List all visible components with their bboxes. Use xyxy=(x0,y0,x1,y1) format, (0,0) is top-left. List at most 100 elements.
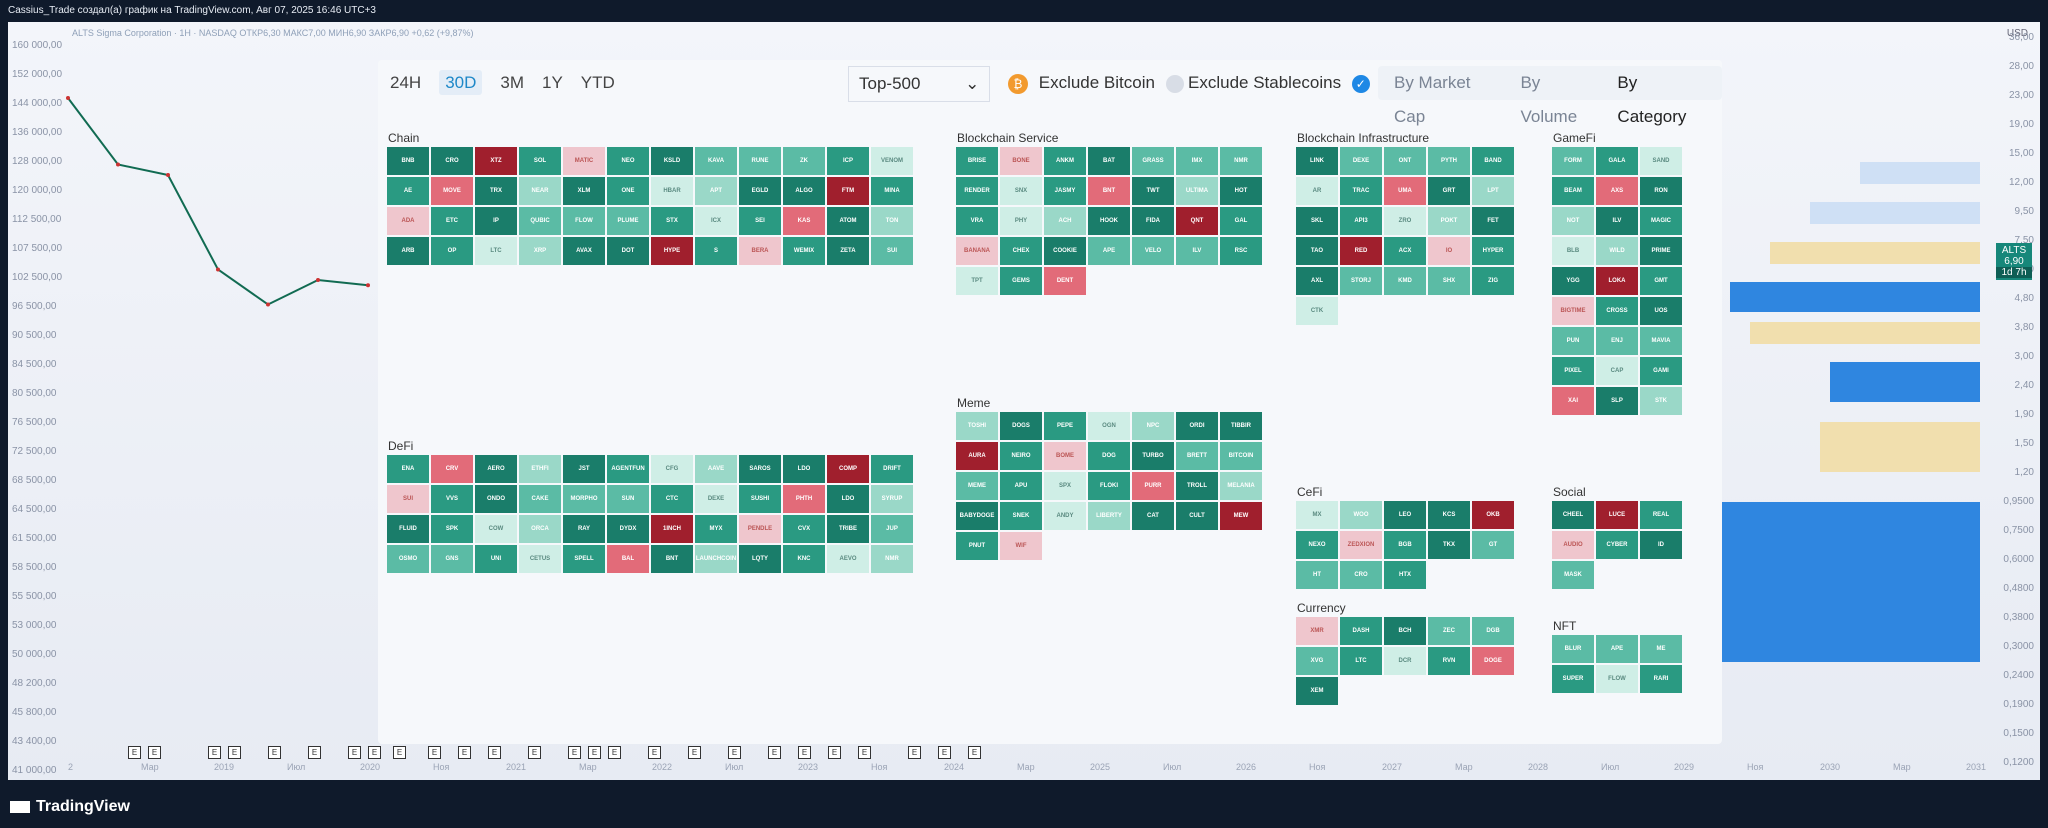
coin-tile[interactable]: ADA xyxy=(387,207,429,235)
coin-tile[interactable]: TURBO xyxy=(1132,442,1174,470)
coin-tile[interactable]: IO xyxy=(1428,237,1470,265)
coin-tile[interactable]: TWT xyxy=(1132,177,1174,205)
coin-tile[interactable]: OGN xyxy=(1088,412,1130,440)
coin-tile[interactable]: RUNE xyxy=(739,147,781,175)
coin-tile[interactable]: TRIBE xyxy=(827,515,869,543)
coin-tile[interactable]: ZETA xyxy=(827,237,869,265)
event-marker[interactable]: E xyxy=(268,746,281,759)
universe-select[interactable]: Top-500 ⌄ xyxy=(848,66,991,102)
timeframe-24h[interactable]: 24H xyxy=(390,73,422,92)
coin-tile[interactable]: MEME xyxy=(956,472,998,500)
coin-tile[interactable]: BLUR xyxy=(1552,635,1594,663)
coin-tile[interactable]: TIBBIR xyxy=(1220,412,1262,440)
coin-tile[interactable]: BAL xyxy=(607,545,649,573)
coin-tile[interactable]: MATIC xyxy=(563,147,605,175)
coin-tile[interactable]: ONT xyxy=(1384,147,1426,175)
coin-tile[interactable]: NPC xyxy=(1132,412,1174,440)
coin-tile[interactable]: FLOW xyxy=(1596,665,1638,693)
event-marker[interactable]: E xyxy=(648,746,661,759)
coin-tile[interactable]: BNB xyxy=(387,147,429,175)
event-marker[interactable]: E xyxy=(458,746,471,759)
coin-tile[interactable]: UOS xyxy=(1640,297,1682,325)
coin-tile[interactable]: LPT xyxy=(1472,177,1514,205)
coin-tile[interactable]: ETC xyxy=(431,207,473,235)
coin-tile[interactable]: SHX xyxy=(1428,267,1470,295)
coin-tile[interactable]: DOG xyxy=(1088,442,1130,470)
coin-tile[interactable]: PNUT xyxy=(956,532,998,560)
coin-tile[interactable]: STORJ xyxy=(1340,267,1382,295)
coin-tile[interactable]: CTK xyxy=(1296,297,1338,325)
coin-tile[interactable]: ATOM xyxy=(827,207,869,235)
coin-tile[interactable]: AURA xyxy=(956,442,998,470)
event-marker[interactable]: E xyxy=(938,746,951,759)
coin-tile[interactable]: WEMIX xyxy=(783,237,825,265)
coin-tile[interactable]: RENDER xyxy=(956,177,998,205)
coin-tile[interactable]: AVAX xyxy=(563,237,605,265)
coin-tile[interactable]: STX xyxy=(651,207,693,235)
coin-tile[interactable]: DYDX xyxy=(607,515,649,543)
view-by-market-cap[interactable]: By Market Cap xyxy=(1394,73,1471,126)
coin-tile[interactable]: CFG xyxy=(651,455,693,483)
coin-tile[interactable]: WIF xyxy=(1000,532,1042,560)
coin-tile[interactable]: COW xyxy=(475,515,517,543)
coin-tile[interactable]: NEAR xyxy=(519,177,561,205)
crypto-heatmap-panel[interactable]: 24H 30D 3M 1Y YTD Top-500 ⌄ ₿ Exclude Bitcoi… xyxy=(378,60,1722,744)
coin-tile[interactable]: S xyxy=(695,237,737,265)
coin-tile[interactable]: ID xyxy=(1640,531,1682,559)
coin-tile[interactable]: ZRO xyxy=(1384,207,1426,235)
coin-tile[interactable]: LUCE xyxy=(1596,501,1638,529)
coin-tile[interactable]: SNEK xyxy=(1000,502,1042,530)
coin-tile[interactable]: AERO xyxy=(475,455,517,483)
coin-tile[interactable]: SUI xyxy=(871,237,913,265)
timeframe-3m[interactable]: 3M xyxy=(500,73,524,92)
coin-tile[interactable]: BIGTIME xyxy=(1552,297,1594,325)
coin-tile[interactable]: DEXE xyxy=(1340,147,1382,175)
coin-tile[interactable]: YGG xyxy=(1552,267,1594,295)
coin-tile[interactable]: HT xyxy=(1296,561,1338,589)
event-marker[interactable]: E xyxy=(588,746,601,759)
coin-tile[interactable]: SYRUP xyxy=(871,485,913,513)
coin-tile[interactable]: KSLD xyxy=(651,147,693,175)
coin-tile[interactable]: LAUNCHCOIN xyxy=(695,545,737,573)
coin-tile[interactable]: RED xyxy=(1340,237,1382,265)
coin-tile[interactable]: GT xyxy=(1472,531,1514,559)
event-marker[interactable]: E xyxy=(228,746,241,759)
coin-tile[interactable]: MELANIA xyxy=(1220,472,1262,500)
coin-tile[interactable]: BAND xyxy=(1472,147,1514,175)
coin-tile[interactable]: ETHFI xyxy=(519,455,561,483)
event-marker[interactable]: E xyxy=(968,746,981,759)
coin-tile[interactable]: SUI xyxy=(387,485,429,513)
coin-tile[interactable]: COOKIE xyxy=(1044,237,1086,265)
coin-tile[interactable]: DEXE xyxy=(695,485,737,513)
coin-tile[interactable]: BEAM xyxy=(1552,177,1594,205)
coin-tile[interactable]: DOT xyxy=(607,237,649,265)
coin-tile[interactable]: SAROS xyxy=(739,455,781,483)
coin-tile[interactable]: CROSS xyxy=(1596,297,1638,325)
coin-tile[interactable]: DENT xyxy=(1044,267,1086,295)
coin-tile[interactable]: FLOW xyxy=(563,207,605,235)
coin-tile[interactable]: CAT xyxy=(1132,502,1174,530)
coin-tile[interactable]: DASH xyxy=(1340,617,1382,645)
coin-tile[interactable]: SEI xyxy=(739,207,781,235)
coin-tile[interactable]: PURR xyxy=(1132,472,1174,500)
coin-tile[interactable]: JST xyxy=(563,455,605,483)
coin-tile[interactable]: AXS xyxy=(1596,177,1638,205)
coin-tile[interactable]: RVN xyxy=(1428,647,1470,675)
coin-tile[interactable]: QUBIC xyxy=(519,207,561,235)
event-marker[interactable]: E xyxy=(308,746,321,759)
coin-tile[interactable]: BGB xyxy=(1384,531,1426,559)
coin-tile[interactable]: BAT xyxy=(1088,147,1130,175)
coin-tile[interactable]: NEIRO xyxy=(1000,442,1042,470)
coin-tile[interactable]: FLUID xyxy=(387,515,429,543)
coin-tile[interactable]: GALA xyxy=(1596,147,1638,175)
coin-tile[interactable]: AUDIO xyxy=(1552,531,1594,559)
coin-tile[interactable]: PRIME xyxy=(1640,237,1682,265)
event-marker[interactable]: E xyxy=(728,746,741,759)
coin-tile[interactable]: GMT xyxy=(1640,267,1682,295)
coin-tile[interactable]: BONE xyxy=(1000,147,1042,175)
coin-tile[interactable]: ONDO xyxy=(475,485,517,513)
coin-tile[interactable]: RAY xyxy=(563,515,605,543)
coin-tile[interactable]: API3 xyxy=(1340,207,1382,235)
coin-tile[interactable]: XVG xyxy=(1296,647,1338,675)
coin-tile[interactable]: MOVE xyxy=(431,177,473,205)
